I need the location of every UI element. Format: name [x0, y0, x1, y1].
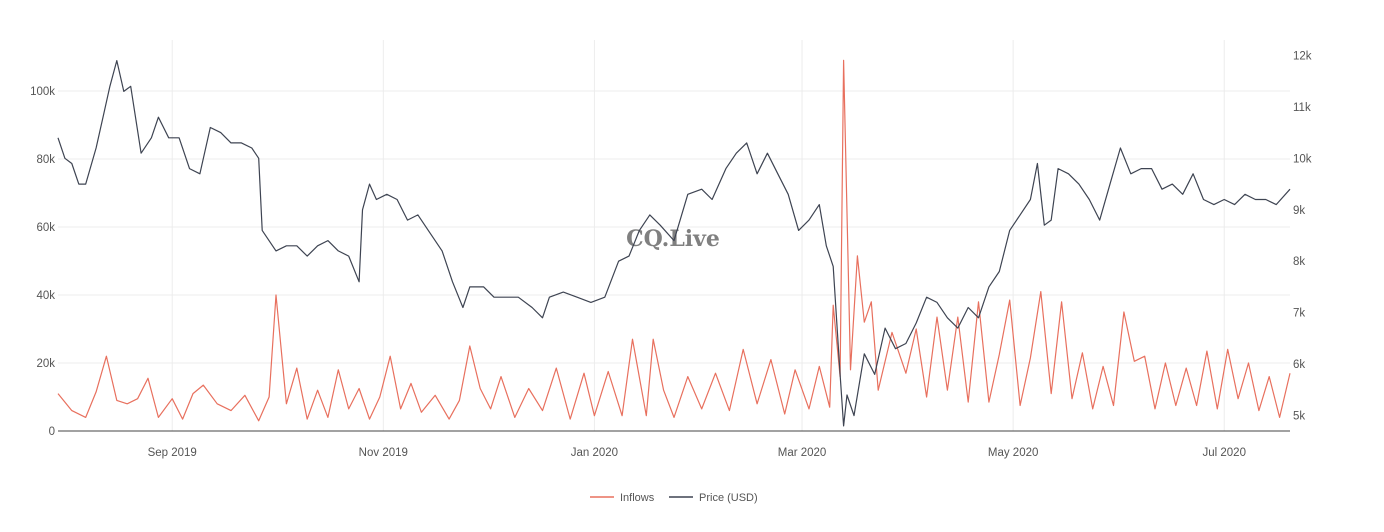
y-right-tick-label: 12k [1293, 50, 1312, 62]
y-left-tick-label: 20k [36, 358, 55, 370]
y-right-tick-label: 11k [1293, 102, 1311, 114]
series-lines [57, 59, 1291, 427]
y-axis-right: 5k 6k 7k 8k 9k 10k 11k 12k [1293, 50, 1312, 422]
x-tick-label: Jan 2020 [571, 447, 618, 459]
y-right-tick-label: 5k [1293, 411, 1305, 423]
y-right-tick-label: 9k [1293, 205, 1305, 217]
y-axis-left: 0 20k 40k 60k 80k 100k [30, 86, 55, 438]
y-right-tick-label: 7k [1293, 308, 1305, 320]
y-left-tick-label: 100k [30, 86, 55, 98]
y-left-tick-label: 0 [49, 426, 55, 438]
legend[interactable]: Inflows Price (USD) [590, 492, 758, 504]
x-tick-label: Jul 2020 [1203, 447, 1246, 459]
gridlines [58, 40, 1290, 431]
series-line-price [57, 59, 1291, 427]
x-tick-label: May 2020 [988, 447, 1039, 459]
legend-label-inflows[interactable]: Inflows [620, 492, 655, 504]
y-right-tick-label: 6k [1293, 359, 1305, 371]
y-left-tick-label: 60k [36, 222, 55, 234]
y-right-tick-label: 8k [1293, 256, 1305, 268]
series-line-inflows [57, 59, 1291, 422]
x-tick-label: Mar 2020 [778, 447, 827, 459]
x-tick-label: Nov 2019 [359, 447, 408, 459]
legend-label-price[interactable]: Price (USD) [699, 492, 758, 504]
y-right-tick-label: 10k [1293, 153, 1312, 165]
y-left-tick-label: 40k [36, 290, 55, 302]
x-tick-label: Sep 2019 [148, 447, 197, 459]
x-axis: Sep 2019 Nov 2019 Jan 2020 Mar 2020 May 2020… [58, 430, 1290, 459]
y-left-tick-label: 80k [36, 154, 55, 166]
